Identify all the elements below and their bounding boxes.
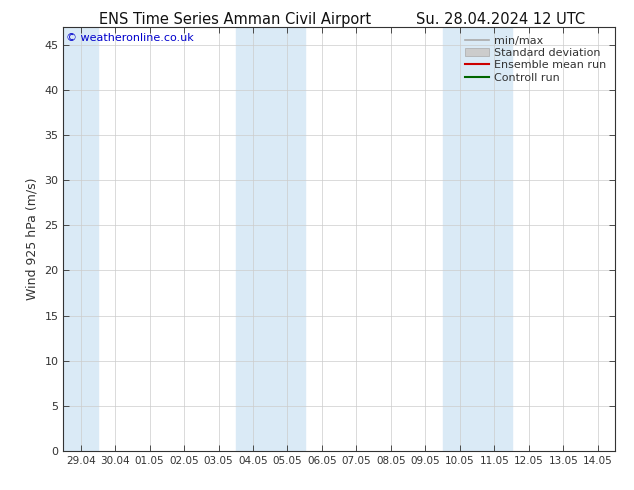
- Text: Su. 28.04.2024 12 UTC: Su. 28.04.2024 12 UTC: [417, 12, 585, 27]
- Y-axis label: Wind 925 hPa (m/s): Wind 925 hPa (m/s): [26, 178, 39, 300]
- Bar: [236, 27, 305, 451]
- Bar: [63, 27, 98, 451]
- Text: ENS Time Series Amman Civil Airport: ENS Time Series Amman Civil Airport: [98, 12, 371, 27]
- Text: © weatheronline.co.uk: © weatheronline.co.uk: [66, 33, 194, 43]
- Bar: [443, 27, 512, 451]
- Legend: min/max, Standard deviation, Ensemble mean run, Controll run: min/max, Standard deviation, Ensemble me…: [462, 32, 609, 86]
